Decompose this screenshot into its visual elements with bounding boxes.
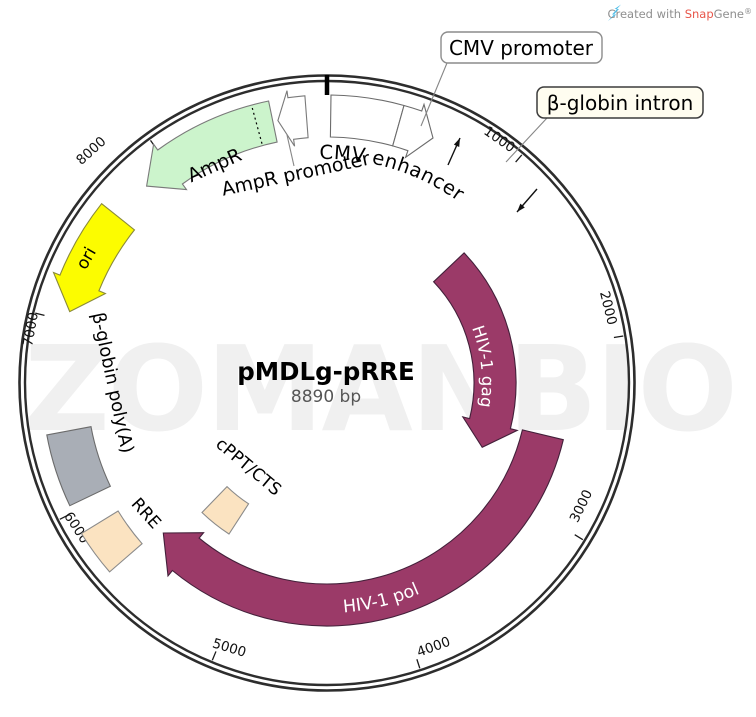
tick-mark-1000 (515, 154, 523, 163)
cmv-promoter-box[interactable] (440, 31, 603, 64)
feature-cmv-promoter[interactable] (392, 102, 434, 159)
feature-hiv1-pol[interactable] (162, 429, 564, 627)
feature-cppt-cts[interactable] (201, 485, 250, 535)
feature-label-rre[interactable]: RRE (127, 494, 165, 533)
small-feature-arrow-1-head (453, 138, 460, 147)
feature-ori[interactable] (52, 202, 136, 313)
small-feature-arrows (447, 137, 538, 213)
callout-line-cmv-promoter (420, 62, 448, 127)
feature-beta-globin-polya[interactable] (46, 426, 112, 507)
feature-ampr[interactable] (145, 100, 278, 191)
snapgene-icon (608, 4, 621, 21)
callout-box-beta-globin-intron[interactable]: β-globin intron (536, 86, 704, 119)
feature-arcs (46, 90, 564, 627)
ampr-signal-dotted-line (251, 105, 263, 144)
feature-ampr-promoter[interactable] (277, 90, 309, 147)
beta-globin-intron-box[interactable] (536, 86, 704, 119)
plasmid-name: pMDLg-pRRE (237, 357, 415, 386)
callout-box-cmv-promoter[interactable]: CMV promoter (440, 31, 603, 64)
callout-line-beta-globin-intron (505, 117, 548, 163)
cmv-promoter-box-label[interactable]: CMV promoter (449, 36, 594, 60)
tick-label-5000: 5000 (210, 636, 248, 661)
tick-mark-3000 (574, 534, 584, 541)
snapgene-credit[interactable]: Created with SnapGene® (607, 4, 752, 22)
feature-label-ampr-promoter[interactable]: AmpR promoter (220, 148, 372, 201)
tick-mark-4000 (416, 659, 421, 669)
beta-globin-intron-box-label[interactable]: β-globin intron (547, 91, 694, 115)
tick-label-7000: 7000 (20, 311, 42, 348)
plasmid-size: 8890 bp (291, 387, 361, 407)
credit-text: Created with SnapGene® (607, 7, 752, 21)
tick-label-4000: 4000 (415, 634, 453, 661)
feature-hiv1-gag[interactable] (432, 252, 519, 449)
tick-mark-5000 (211, 651, 217, 661)
feature-rre[interactable] (80, 510, 143, 573)
tick-mark-6000 (59, 514, 69, 520)
watermark-text: ZOMANBIO (24, 320, 736, 458)
tick-mark-2000 (613, 335, 624, 339)
tick-label-3000: 3000 (567, 487, 596, 525)
feature-cmv-enhancer[interactable] (329, 94, 405, 147)
small-feature-arrow-2-head (517, 203, 525, 212)
callout-line-ampr-promoter (286, 134, 295, 167)
tick-mark-7000 (35, 312, 45, 316)
tick-label-8000: 8000 (73, 134, 109, 169)
